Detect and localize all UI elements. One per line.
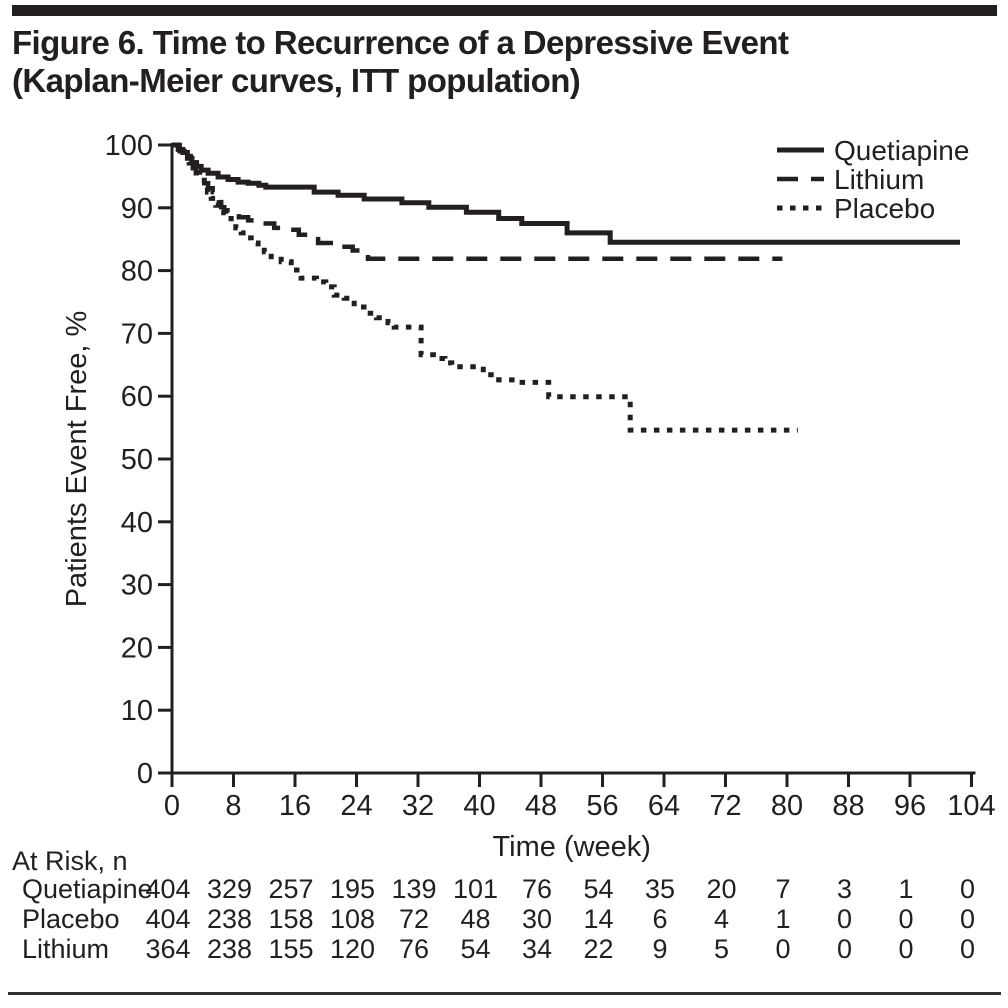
at-risk-value: 0 bbox=[960, 904, 975, 934]
at-risk-row-label-lithium: Lithium bbox=[22, 934, 109, 964]
at-risk-value: 120 bbox=[330, 934, 375, 964]
at-risk-value: 35 bbox=[645, 874, 675, 904]
at-risk-value: 34 bbox=[522, 934, 552, 964]
y-tick-label: 50 bbox=[121, 444, 153, 476]
y-tick-label: 10 bbox=[121, 695, 153, 727]
at-risk-value: 14 bbox=[583, 904, 613, 934]
x-tick-label: 96 bbox=[894, 790, 926, 822]
at-risk-value: 155 bbox=[268, 934, 313, 964]
at-risk-value: 48 bbox=[460, 904, 490, 934]
at-risk-value: 0 bbox=[960, 934, 975, 964]
at-risk-value: 238 bbox=[207, 934, 252, 964]
at-risk-value: 0 bbox=[898, 934, 913, 964]
x-tick-label: 48 bbox=[525, 790, 557, 822]
y-tick-label: 40 bbox=[121, 507, 153, 539]
y-tick-label: 60 bbox=[121, 381, 153, 413]
x-tick-label: 72 bbox=[709, 790, 741, 822]
x-tick-label: 32 bbox=[402, 790, 434, 822]
y-tick-label: 80 bbox=[121, 256, 153, 288]
at-risk-value: 7 bbox=[775, 874, 790, 904]
at-risk-value: 4 bbox=[714, 904, 729, 934]
y-tick-label: 100 bbox=[105, 130, 153, 162]
km-curve-lithium bbox=[172, 142, 783, 261]
x-tick-label: 104 bbox=[947, 790, 995, 822]
at-risk-value: 20 bbox=[706, 874, 736, 904]
y-tick-label: 20 bbox=[121, 632, 153, 664]
at-risk-value: 1 bbox=[898, 874, 913, 904]
at-risk-value: 72 bbox=[399, 904, 429, 934]
at-risk-value: 5 bbox=[714, 934, 729, 964]
at-risk-value: 54 bbox=[583, 874, 613, 904]
figure-title-line-2: (Kaplan-Meier curves, ITT population) bbox=[12, 62, 581, 99]
at-risk-value: 238 bbox=[207, 904, 252, 934]
at-risk-value: 0 bbox=[898, 904, 913, 934]
at-risk-value: 0 bbox=[837, 904, 852, 934]
at-risk-value: 76 bbox=[522, 874, 552, 904]
x-tick-label: 64 bbox=[648, 790, 680, 822]
x-tick-label: 0 bbox=[164, 790, 180, 822]
at-risk-value: 195 bbox=[330, 874, 375, 904]
figure-title-line-1: Figure 6. Time to Recurrence of a Depres… bbox=[12, 24, 789, 61]
y-tick-label: 0 bbox=[137, 758, 153, 790]
x-tick-label: 24 bbox=[340, 790, 372, 822]
at-risk-value: 139 bbox=[391, 874, 436, 904]
x-tick-label: 56 bbox=[586, 790, 618, 822]
at-risk-value: 108 bbox=[330, 904, 375, 934]
at-risk-value: 364 bbox=[145, 934, 190, 964]
at-risk-value: 404 bbox=[145, 904, 190, 934]
y-tick-label: 90 bbox=[121, 193, 153, 225]
legend-label-quetiapine: Quetiapine bbox=[834, 135, 969, 166]
y-tick-label: 70 bbox=[121, 318, 153, 350]
km-curve-placebo bbox=[172, 142, 798, 433]
at-risk-value: 3 bbox=[837, 874, 852, 904]
x-tick-label: 88 bbox=[832, 790, 864, 822]
at-risk-value: 158 bbox=[268, 904, 313, 934]
at-risk-value: 0 bbox=[837, 934, 852, 964]
x-tick-label: 8 bbox=[225, 790, 241, 822]
at-risk-value: 9 bbox=[652, 934, 667, 964]
at-risk-value: 404 bbox=[145, 874, 190, 904]
x-tick-label: 40 bbox=[463, 790, 495, 822]
x-tick-label: 80 bbox=[771, 790, 803, 822]
header-rule-bar bbox=[12, 5, 997, 16]
legend-label-lithium: Lithium bbox=[834, 164, 924, 195]
at-risk-value: 22 bbox=[583, 934, 613, 964]
at-risk-value: 0 bbox=[775, 934, 790, 964]
at-risk-label: At Risk, n bbox=[12, 846, 128, 876]
y-axis-title: Patients Event Free, % bbox=[61, 311, 93, 608]
at-risk-value: 101 bbox=[453, 874, 498, 904]
figure-title: Figure 6. Time to Recurrence of a Depres… bbox=[12, 24, 992, 100]
y-tick-label: 30 bbox=[121, 570, 153, 602]
x-tick-label: 16 bbox=[279, 790, 311, 822]
at-risk-value: 1 bbox=[775, 904, 790, 934]
legend-label-placebo: Placebo bbox=[834, 193, 935, 224]
at-risk-value: 257 bbox=[268, 874, 313, 904]
at-risk-value: 6 bbox=[652, 904, 667, 934]
at-risk-row-label-placebo: Placebo bbox=[22, 904, 120, 934]
at-risk-value: 76 bbox=[399, 934, 429, 964]
at-risk-value: 30 bbox=[522, 904, 552, 934]
at-risk-value: 54 bbox=[460, 934, 490, 964]
footer-rule-bar bbox=[8, 992, 1001, 995]
at-risk-row-label-quetiapine: Quetiapine bbox=[22, 874, 153, 904]
at-risk-value: 0 bbox=[960, 874, 975, 904]
at-risk-value: 329 bbox=[207, 874, 252, 904]
x-axis-title: Time (week) bbox=[493, 831, 651, 863]
